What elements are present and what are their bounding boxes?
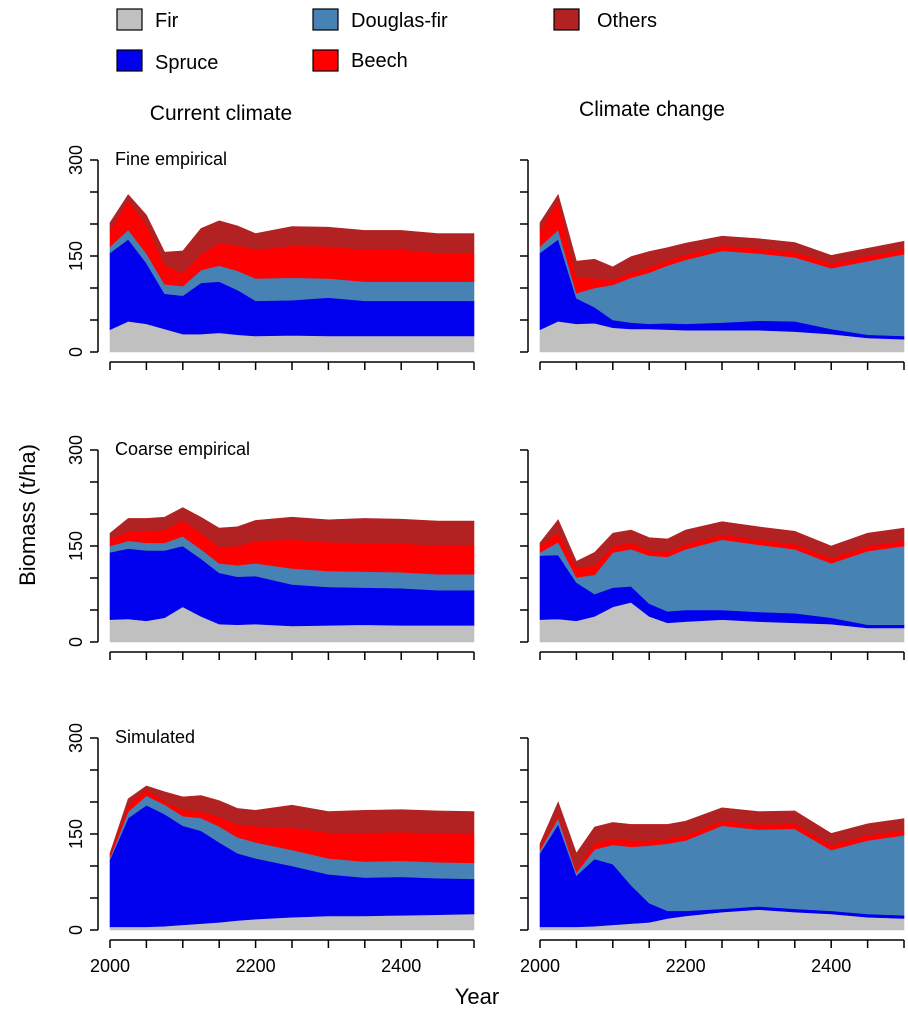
legend-label-fir: Fir [155,10,179,32]
panel-3-current-climate: 0 150 300 2000 2200 2400 Simulated [66,723,475,976]
y-tick-label: 0 [66,925,86,935]
area-others [539,519,905,569]
panel-1-current-climate: 0 150 300 Fine empirical [66,145,475,370]
y-tick-label: 300 [66,145,86,175]
column-title-current-climate: Current climate [150,102,292,125]
legend-item-spruce: Spruce [116,49,218,74]
panel-1-climate-change [520,159,905,370]
area-others [539,801,905,870]
x-tick-label: 2200 [236,956,276,976]
y-tick-label: 300 [66,435,86,465]
legend-item-fir: Fir [116,8,179,32]
y-tick-label: 0 [66,637,86,647]
panel-3-climate-change: 2000 2200 2400 [520,737,905,976]
area-others [109,507,475,548]
panel-label: Simulated [115,727,195,747]
y-tick-label: 150 [66,819,86,849]
legend-item-others: Others [553,8,657,32]
x-tick-label: 2000 [520,956,560,976]
area-others [539,193,905,280]
legend-swatch-others [553,8,580,31]
panel-label: Coarse empirical [115,439,250,459]
legend: Fir Douglas-fir Others Spruce Beech [116,8,657,74]
legend-item-beech: Beech [312,49,408,72]
area-others [109,194,475,274]
column-title-climate-change: Climate change [579,98,725,121]
x-tick-label: 2200 [666,956,706,976]
legend-swatch-beech [312,49,339,72]
y-axis-title: Biomass (t/ha) [15,444,40,586]
x-tick-label: 2400 [381,956,421,976]
panel-2-current-climate: 0 150 300 Coarse empirical [66,435,475,660]
area-others [109,785,475,855]
legend-label-others: Others [597,10,657,32]
legend-label-beech: Beech [351,50,408,72]
panels: 0 150 300 Fine empirical 0 150 300 Coarse empir… [66,145,905,976]
legend-label-spruce: Spruce [155,52,218,74]
y-tick-label: 300 [66,723,86,753]
y-tick-label: 150 [66,531,86,561]
legend-label-douglas-fir: Douglas-fir [351,10,448,32]
panel-label: Fine empirical [115,149,227,169]
legend-item-douglas-fir: Douglas-fir [312,8,448,32]
x-axis-title: Year [455,984,499,1009]
x-tick-label: 2000 [90,956,130,976]
panel-2-climate-change [520,449,905,660]
x-tick-label: 2400 [811,956,851,976]
legend-swatch-douglas-fir [312,8,339,31]
legend-swatch-fir [116,8,143,31]
y-tick-label: 150 [66,241,86,271]
y-tick-label: 0 [66,347,86,357]
legend-swatch-spruce [116,49,143,72]
